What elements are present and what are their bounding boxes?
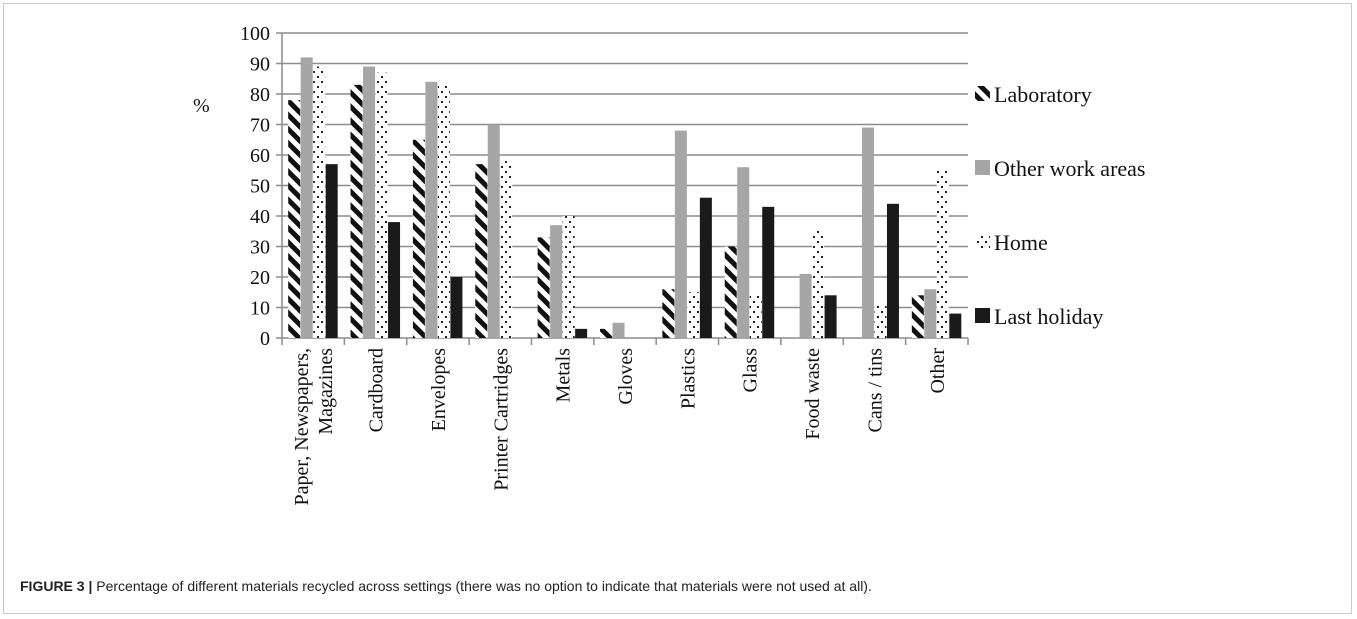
legend-label-home: Home [994, 230, 1048, 255]
legend-swatch-last-holiday [975, 308, 990, 323]
bar-other-work-areas [425, 81, 438, 339]
y-tick-label: 100 [240, 23, 270, 45]
figure-caption: FIGURE 3 | Percentage of different mater… [20, 578, 1330, 594]
bar-laboratory [288, 100, 301, 338]
legend-label-last-holiday: Last holiday [994, 304, 1103, 329]
bar-laboratory [724, 246, 737, 338]
bar-other-work-areas [674, 130, 687, 338]
legend-swatch-laboratory [975, 86, 990, 101]
bar-last-holiday [824, 295, 837, 338]
bar-home [313, 66, 326, 339]
bar-last-holiday [949, 313, 962, 338]
bar-laboratory [412, 139, 425, 338]
bar-other-work-areas [300, 57, 313, 339]
bar-last-holiday [450, 277, 463, 338]
bar-last-holiday [762, 206, 775, 338]
bar-laboratory [350, 84, 363, 338]
y-tick-label: 0 [260, 328, 270, 350]
bar-last-holiday [699, 197, 712, 338]
x-tick-label: Envelopes [428, 348, 450, 432]
bar-laboratory [662, 289, 675, 338]
x-tick-label: Metals [553, 348, 575, 403]
bar-home [936, 170, 949, 338]
bar-other-work-areas [737, 167, 750, 338]
bar-home [562, 216, 575, 338]
y-tick-label: 20 [250, 267, 270, 289]
x-tick-label: Food waste [802, 348, 824, 440]
y-tick-label: 70 [250, 115, 270, 137]
bar-home [437, 84, 450, 338]
bar-other-work-areas [861, 127, 874, 338]
legend-swatch-home [975, 234, 990, 249]
y-tick-label: 40 [250, 206, 270, 228]
y-axis-label: % [193, 95, 210, 117]
x-tick-label: Printer Cartridges [490, 348, 512, 491]
x-tick-label: Glass [740, 348, 762, 393]
bar-other-work-areas [612, 322, 625, 338]
axes: 0 10 20 30 40 50 60 70 80 90 100 Paper, Newspapers,… [240, 23, 969, 506]
legend: Laboratory Other work areas Home Last holid… [975, 82, 1146, 329]
y-tick-label: 60 [250, 145, 270, 167]
legend-swatch-other-work-areas [975, 160, 990, 175]
y-tick-label: 80 [250, 84, 270, 106]
x-tick-label: Plastics [677, 348, 699, 409]
bar-laboratory [537, 237, 550, 338]
bar-other-work-areas [924, 289, 937, 338]
bar-home [375, 72, 388, 339]
x-tick-label: Other [927, 348, 949, 394]
y-tick-label: 10 [250, 298, 270, 320]
bar-laboratory [600, 328, 612, 338]
x-tick-label: Paper, Newspapers, Magazines [291, 348, 337, 506]
bar-last-holiday [388, 222, 401, 338]
bar-home [687, 292, 700, 338]
bar-last-holiday [886, 203, 899, 338]
bar-home [749, 295, 762, 338]
x-tick-label: Cans / tins [864, 348, 886, 433]
bar-home [500, 161, 513, 338]
legend-label-laboratory: Laboratory [994, 82, 1092, 107]
bar-other-work-areas [363, 66, 376, 339]
bar-laboratory [911, 295, 924, 338]
bar-home [874, 304, 887, 338]
x-tick-label: Gloves [615, 348, 637, 405]
bar-other-work-areas [550, 225, 563, 338]
bars [288, 57, 962, 339]
bar-other-work-areas [487, 124, 500, 338]
bar-last-holiday [325, 164, 338, 338]
x-tick-label: Cardboard [366, 348, 388, 432]
bar-last-holiday [575, 328, 588, 338]
y-tick-label: 30 [250, 237, 270, 259]
caption-lead: FIGURE 3 | [20, 578, 93, 594]
bar-other-work-areas [799, 273, 812, 338]
legend-label-other-work-areas: Other work areas [994, 156, 1146, 181]
figure-frame [3, 3, 1352, 614]
y-tick-label: 90 [250, 54, 270, 76]
bar-laboratory [475, 164, 488, 338]
y-tick-label: 50 [250, 176, 270, 198]
bar-home [812, 228, 825, 338]
caption-text: Percentage of different materials recycl… [92, 578, 872, 594]
